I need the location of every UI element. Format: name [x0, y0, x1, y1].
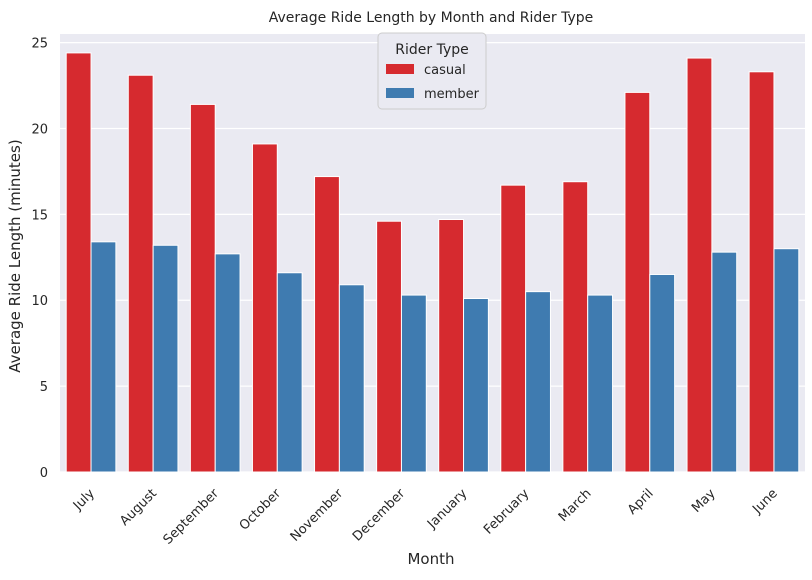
x-tick-label: October — [237, 486, 285, 534]
x-tick-label: September — [161, 486, 223, 548]
y-tick-label: 5 — [40, 380, 48, 395]
x-tick-label: November — [288, 486, 347, 545]
y-tick-labels: 0 5 10 15 20 25 — [31, 37, 48, 481]
bar-casual-january — [438, 219, 465, 473]
bar-casual-march — [562, 181, 589, 473]
bar-casual-july — [65, 52, 92, 473]
x-tick-label: June — [749, 486, 780, 517]
y-tick-label: 15 — [31, 208, 48, 223]
bar-casual-august — [127, 74, 154, 473]
chart-title: Average Ride Length by Month and Rider T… — [269, 10, 593, 26]
bar-casual-december — [376, 220, 402, 473]
legend-swatch-casual — [386, 64, 414, 74]
y-tick-label: 10 — [31, 294, 48, 309]
bar-member-november — [338, 284, 365, 473]
bar-member-june — [773, 248, 800, 473]
bar-casual-november — [314, 176, 340, 473]
y-tick-label: 0 — [40, 466, 48, 481]
x-tick-label: July — [70, 486, 98, 514]
bar-member-may — [711, 251, 738, 473]
legend-title: Rider Type — [395, 42, 468, 58]
bar-casual-october — [251, 143, 278, 473]
x-tick-label: August — [117, 486, 160, 529]
x-tick-label: April — [625, 486, 657, 518]
bar-casual-september — [189, 103, 216, 473]
bar-member-january — [463, 298, 489, 473]
y-axis-label: Average Ride Length (minutes) — [6, 139, 24, 372]
bar-casual-april — [624, 91, 651, 473]
bar-member-july — [90, 241, 117, 473]
legend-swatch-member — [386, 88, 414, 98]
bar-member-august — [152, 244, 179, 473]
x-axis-label: Month — [407, 550, 454, 568]
bar-member-april — [649, 273, 676, 473]
bar-casual-june — [748, 71, 775, 473]
y-tick-label: 20 — [31, 122, 48, 137]
bar-member-march — [587, 294, 614, 473]
x-tick-label: May — [689, 486, 719, 516]
bar-member-october — [276, 272, 303, 473]
x-tick-label: March — [556, 486, 595, 525]
bar-casual-may — [686, 57, 713, 473]
y-tick-label: 25 — [31, 37, 48, 52]
legend: Rider Type casual member — [377, 32, 487, 110]
bar-member-december — [400, 294, 427, 473]
x-tick-label: February — [481, 486, 533, 538]
x-tick-label: January — [424, 486, 470, 532]
x-tick-label: December — [350, 486, 409, 545]
legend-label-member: member — [424, 87, 480, 102]
bar-member-february — [525, 291, 551, 473]
bar-member-september — [214, 253, 241, 473]
legend-label-casual: casual — [424, 63, 466, 78]
bars — [65, 52, 800, 473]
x-tick-labels: July August September October November Decemb… — [70, 486, 781, 548]
bar-casual-february — [500, 184, 527, 473]
